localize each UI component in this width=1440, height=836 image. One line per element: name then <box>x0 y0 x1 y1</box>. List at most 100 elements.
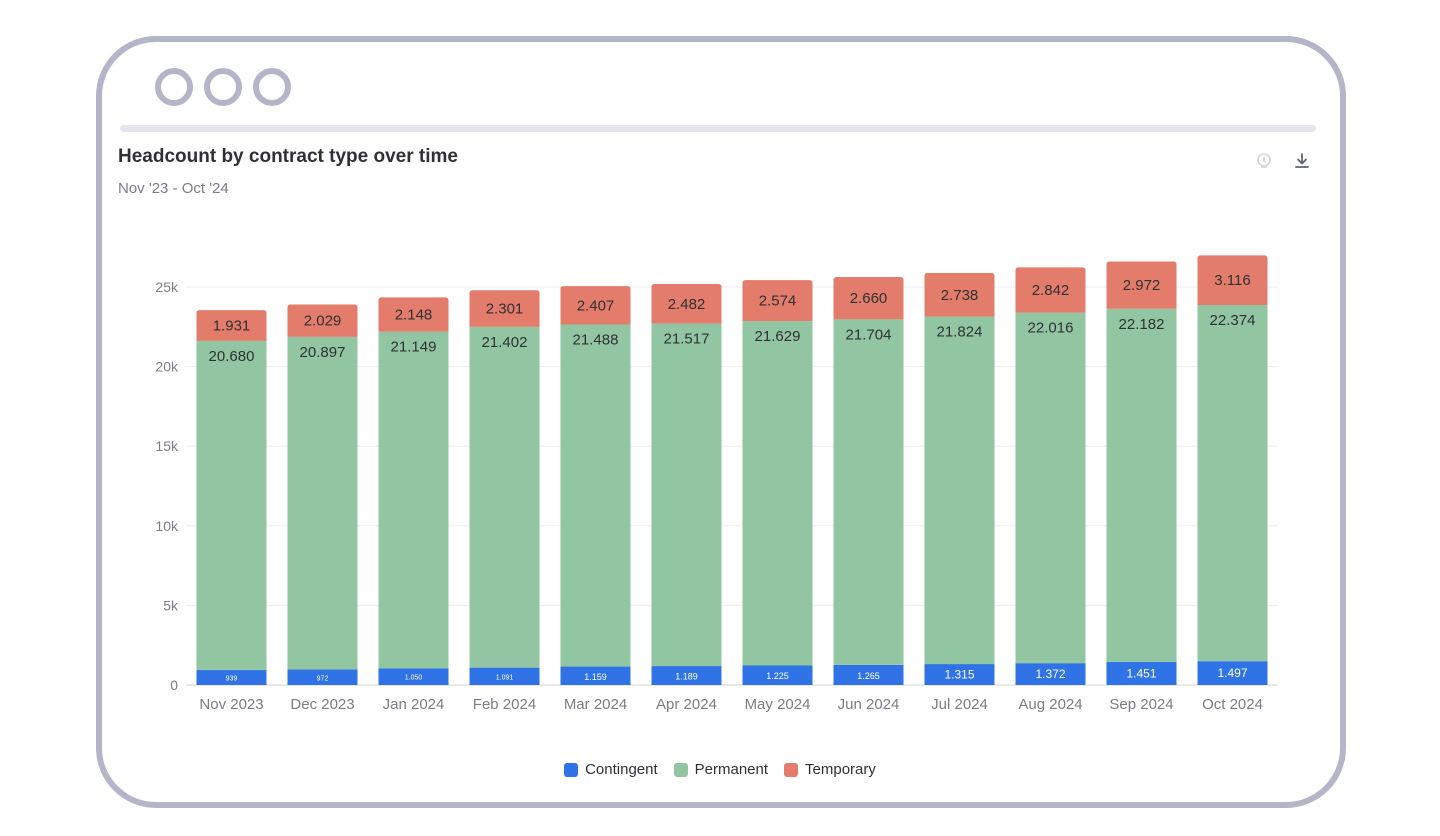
bar-segment-temporary <box>378 297 449 332</box>
bar-segment-temporary <box>1197 255 1268 305</box>
y-tick-label: 25k <box>155 279 179 295</box>
data-label: 22.374 <box>1210 312 1256 329</box>
bar-segment-contingent <box>378 668 449 685</box>
data-label: 2.660 <box>850 290 888 307</box>
data-label: 2.029 <box>304 313 342 330</box>
bar-segment-permanent <box>651 323 722 667</box>
bar-segment-temporary <box>560 286 631 325</box>
data-label: 2.842 <box>1032 282 1070 299</box>
window-dot-3[interactable] <box>253 68 291 106</box>
data-label: 2.407 <box>577 297 615 314</box>
y-tick-label: 10k <box>155 518 179 534</box>
data-label: 2.148 <box>395 306 433 323</box>
data-label: 21.704 <box>846 326 892 343</box>
bar-segment-contingent <box>469 667 540 685</box>
x-tick-label: Jan 2024 <box>383 696 445 713</box>
bar-segment-permanent <box>742 321 813 666</box>
bar-segment-contingent <box>742 665 813 685</box>
data-label: 1.091 <box>496 674 514 681</box>
data-label: 1.225 <box>766 671 789 681</box>
data-label: 22.016 <box>1028 320 1074 337</box>
bar-segment-permanent <box>1197 304 1268 662</box>
lightbulb-icon[interactable] <box>1253 150 1275 172</box>
x-tick-label: Dec 2023 <box>290 696 354 713</box>
bar-segment-contingent <box>1106 661 1177 685</box>
x-tick-label: Mar 2024 <box>564 696 627 713</box>
bar-segment-temporary <box>1015 267 1086 313</box>
bar-segment-contingent <box>1197 661 1268 685</box>
bar-segment-temporary <box>469 290 540 327</box>
bar-segment-permanent <box>924 316 995 665</box>
bar-segment-permanent <box>1015 312 1086 664</box>
data-label: 20.897 <box>300 344 346 361</box>
data-label: 2.738 <box>941 287 979 304</box>
data-label: 2.574 <box>759 293 797 310</box>
data-label: 1.372 <box>1035 667 1065 681</box>
data-label: 20.680 <box>209 348 255 365</box>
legend-item-contingent[interactable]: Contingent <box>564 761 658 778</box>
data-label: 3.116 <box>1214 272 1250 289</box>
data-label: 21.629 <box>755 328 801 345</box>
legend-label-permanent: Permanent <box>694 761 769 778</box>
data-label: 1.497 <box>1217 666 1247 680</box>
legend-item-temporary[interactable]: Temporary <box>784 761 876 778</box>
legend-label-temporary: Temporary <box>805 761 876 778</box>
data-label: 1.315 <box>944 668 974 682</box>
bar-segment-permanent <box>196 340 267 671</box>
legend-swatch-contingent <box>564 762 579 777</box>
y-tick-label: 20k <box>155 359 179 375</box>
bar-segment-temporary <box>833 276 904 320</box>
data-label: 1.931 <box>213 317 251 334</box>
x-tick-label: Nov 2023 <box>199 696 263 713</box>
bar-segment-temporary <box>196 310 267 341</box>
window-dot-1[interactable] <box>155 68 193 106</box>
data-label: 2.301 <box>486 301 524 318</box>
data-label: 972 <box>317 675 329 682</box>
bar-segment-contingent <box>924 664 995 685</box>
bar-segment-permanent <box>560 324 631 667</box>
legend-item-permanent[interactable]: Permanent <box>673 761 769 778</box>
bar-segment-permanent <box>833 319 904 665</box>
x-tick-label: Apr 2024 <box>656 696 717 713</box>
bar-segment-temporary <box>287 304 358 337</box>
data-label: 21.824 <box>937 324 983 341</box>
data-label: 21.402 <box>482 334 528 351</box>
bar-segment-permanent <box>378 331 449 669</box>
bar-segment-temporary <box>924 273 995 317</box>
data-label: 939 <box>226 676 238 683</box>
bar-segment-contingent <box>287 669 358 685</box>
x-tick-label: Jul 2024 <box>931 696 988 713</box>
data-label: 1.050 <box>405 675 423 682</box>
data-label: 1.265 <box>857 671 880 681</box>
bar-segment-temporary <box>651 284 722 324</box>
data-label: 21.149 <box>391 339 437 356</box>
x-tick-label: Aug 2024 <box>1018 696 1082 713</box>
data-label: 2.482 <box>668 296 706 313</box>
data-label: 21.488 <box>573 331 619 348</box>
bar-segment-permanent <box>287 336 358 670</box>
y-tick-label: 0 <box>170 677 178 693</box>
chart-title: Headcount by contract type over time <box>118 146 458 167</box>
bar-segment-contingent <box>651 666 722 685</box>
data-label: 1.189 <box>675 672 698 682</box>
x-tick-label: Feb 2024 <box>473 696 536 713</box>
data-label: 1.451 <box>1126 666 1156 680</box>
legend-swatch-permanent <box>673 762 688 777</box>
bar-segment-contingent <box>196 670 267 685</box>
bar-segment-contingent <box>1015 663 1086 685</box>
window-dot-2[interactable] <box>204 68 242 106</box>
bar-segment-temporary <box>742 280 813 322</box>
bar-segment-temporary <box>1106 261 1177 309</box>
bar-segment-permanent <box>469 326 540 668</box>
y-tick-label: 15k <box>155 438 179 454</box>
x-tick-label: May 2024 <box>745 696 811 713</box>
data-label: 2.972 <box>1123 277 1161 294</box>
data-label: 22.182 <box>1119 316 1165 333</box>
address-bar[interactable] <box>120 125 1316 132</box>
bar-segment-contingent <box>833 664 904 685</box>
legend-swatch-temporary <box>784 762 799 777</box>
x-tick-label: Sep 2024 <box>1109 696 1173 713</box>
download-icon[interactable] <box>1291 150 1313 172</box>
window-controls <box>155 68 291 106</box>
legend-label-contingent: Contingent <box>585 761 658 778</box>
